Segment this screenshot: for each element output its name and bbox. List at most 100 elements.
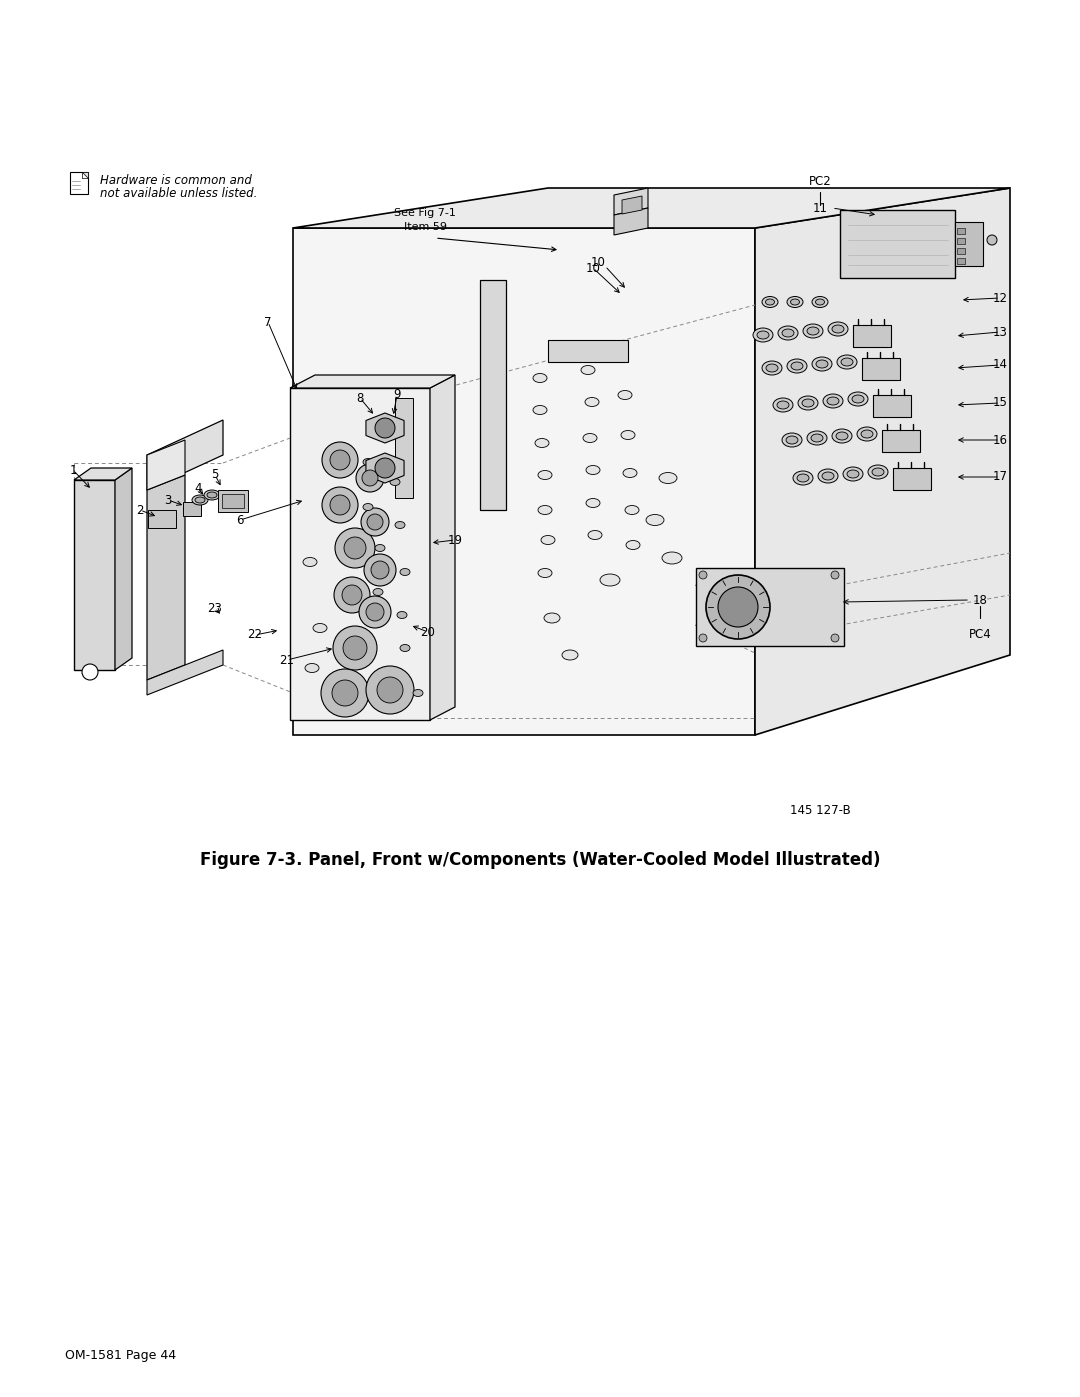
Text: 8: 8 <box>356 391 364 405</box>
Text: PC2: PC2 <box>809 175 832 189</box>
Ellipse shape <box>538 471 552 479</box>
Text: 21: 21 <box>280 654 295 666</box>
Text: 13: 13 <box>993 326 1008 338</box>
Ellipse shape <box>828 321 848 337</box>
Text: 16: 16 <box>993 433 1008 447</box>
Polygon shape <box>114 468 132 671</box>
Bar <box>548 339 627 362</box>
Bar <box>862 358 900 380</box>
Ellipse shape <box>390 479 400 486</box>
Ellipse shape <box>395 521 405 528</box>
Text: 20: 20 <box>420 626 435 638</box>
Ellipse shape <box>778 326 798 339</box>
Ellipse shape <box>786 436 798 444</box>
Circle shape <box>334 577 370 613</box>
Ellipse shape <box>804 324 823 338</box>
Ellipse shape <box>588 531 602 539</box>
Ellipse shape <box>585 398 599 407</box>
Ellipse shape <box>848 393 868 407</box>
Polygon shape <box>291 374 455 388</box>
Ellipse shape <box>535 439 549 447</box>
Text: 17: 17 <box>993 471 1008 483</box>
Circle shape <box>361 509 389 536</box>
Circle shape <box>377 678 403 703</box>
Bar <box>893 468 931 490</box>
Ellipse shape <box>757 331 769 339</box>
Circle shape <box>345 536 366 559</box>
Ellipse shape <box>363 503 373 510</box>
Ellipse shape <box>872 468 885 476</box>
Ellipse shape <box>868 465 888 479</box>
Circle shape <box>359 597 391 629</box>
Text: 7: 7 <box>265 316 272 328</box>
Ellipse shape <box>777 401 789 409</box>
Ellipse shape <box>586 499 600 507</box>
Bar <box>957 237 966 244</box>
Bar <box>853 326 891 346</box>
Ellipse shape <box>847 469 859 478</box>
Text: 11: 11 <box>812 201 827 215</box>
Ellipse shape <box>207 492 217 497</box>
Circle shape <box>372 562 389 578</box>
Text: 2: 2 <box>136 503 144 517</box>
Polygon shape <box>430 374 455 719</box>
Ellipse shape <box>798 395 818 409</box>
Text: not available unless listed.: not available unless listed. <box>100 187 257 200</box>
Ellipse shape <box>827 397 839 405</box>
Bar <box>957 249 966 254</box>
Ellipse shape <box>787 296 804 307</box>
Ellipse shape <box>581 366 595 374</box>
Ellipse shape <box>812 358 832 372</box>
Bar <box>148 510 176 528</box>
Polygon shape <box>147 420 222 490</box>
Text: 15: 15 <box>993 397 1008 409</box>
Ellipse shape <box>373 588 383 595</box>
Ellipse shape <box>562 650 578 659</box>
Circle shape <box>321 669 369 717</box>
Circle shape <box>342 585 362 605</box>
Text: 5: 5 <box>212 468 218 482</box>
Ellipse shape <box>618 391 632 400</box>
Circle shape <box>335 528 375 569</box>
Ellipse shape <box>832 429 852 443</box>
Ellipse shape <box>791 362 804 370</box>
Ellipse shape <box>793 471 813 485</box>
Ellipse shape <box>815 299 824 305</box>
Ellipse shape <box>807 327 819 335</box>
Polygon shape <box>147 440 185 490</box>
Bar <box>70 172 87 194</box>
Circle shape <box>330 495 350 515</box>
Bar <box>957 228 966 235</box>
Circle shape <box>322 441 357 478</box>
Ellipse shape <box>818 469 838 483</box>
Ellipse shape <box>782 433 802 447</box>
Ellipse shape <box>823 394 843 408</box>
Ellipse shape <box>852 395 864 402</box>
Bar <box>882 430 920 453</box>
Text: 12: 12 <box>993 292 1008 305</box>
Ellipse shape <box>766 365 778 372</box>
Text: 9: 9 <box>393 388 401 401</box>
Bar <box>955 222 983 265</box>
Polygon shape <box>147 475 185 680</box>
Polygon shape <box>366 414 404 443</box>
Ellipse shape <box>363 458 373 465</box>
Polygon shape <box>291 388 430 719</box>
Ellipse shape <box>375 545 384 552</box>
Ellipse shape <box>822 472 834 481</box>
Circle shape <box>987 235 997 244</box>
Text: Figure 7-3. Panel, Front w/Components (Water-Cooled Model Illustrated): Figure 7-3. Panel, Front w/Components (W… <box>200 851 880 869</box>
Polygon shape <box>615 189 648 215</box>
Text: 18: 18 <box>973 594 987 606</box>
Text: 145 127-B: 145 127-B <box>789 803 850 816</box>
Polygon shape <box>75 468 132 481</box>
Circle shape <box>699 571 707 578</box>
Polygon shape <box>615 208 648 235</box>
Circle shape <box>706 576 770 638</box>
Bar <box>840 210 955 278</box>
Ellipse shape <box>192 495 208 504</box>
Ellipse shape <box>816 360 828 367</box>
Text: 4: 4 <box>194 482 202 495</box>
Text: 6: 6 <box>237 514 244 527</box>
Circle shape <box>375 458 395 478</box>
